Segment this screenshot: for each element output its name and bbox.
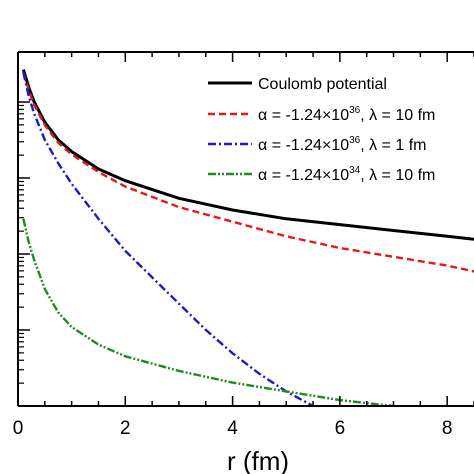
legend-label-greek2: λ [369, 137, 377, 154]
series-line-1 [21, 69, 474, 241]
series-line-3 [22, 72, 314, 406]
legend-label-exp: 36 [349, 105, 361, 116]
legend-label-pre: = -1.24×10 [267, 107, 349, 124]
legend-label-pre: = -1.24×10 [267, 167, 349, 184]
series-line-4 [22, 218, 394, 406]
x-axis-title: r (fm) [227, 446, 289, 474]
x-tick-label: 0 [13, 418, 24, 439]
series-line-2 [22, 72, 474, 273]
legend-label-greek: α [258, 137, 267, 154]
legend-label-post: , [360, 107, 369, 124]
x-tick-label: 4 [227, 418, 238, 439]
legend-label-greek: α [258, 167, 267, 184]
legend-label-4: α = -1.24×1034, λ = 10 fm [258, 165, 435, 184]
legend-label-greek2: λ [369, 167, 377, 184]
legend-label-greek: α [258, 107, 267, 124]
x-tick-label: 2 [120, 418, 131, 439]
legend-label-post: , [360, 137, 369, 154]
legend-label-1: Coulomb potential [258, 76, 387, 93]
legend-label-3: α = -1.24×1036, λ = 1 fm [258, 135, 426, 154]
x-tick-label: 6 [335, 418, 346, 439]
series-group [21, 69, 474, 406]
legend-label-tail: = 1 fm [377, 137, 426, 154]
legend-label-tail: = 10 fm [377, 107, 435, 124]
legend-label-exp: 34 [349, 165, 361, 176]
x-tick-label: 8 [442, 418, 453, 439]
legend-label-pre: = -1.24×10 [267, 137, 349, 154]
legend-label-2: α = -1.24×1036, λ = 10 fm [258, 105, 435, 124]
legend-label-tail: = 10 fm [377, 167, 435, 184]
legend-label-greek2: λ [369, 107, 377, 124]
legend-label-exp: 36 [349, 135, 361, 146]
legend-label-post: , [360, 167, 369, 184]
